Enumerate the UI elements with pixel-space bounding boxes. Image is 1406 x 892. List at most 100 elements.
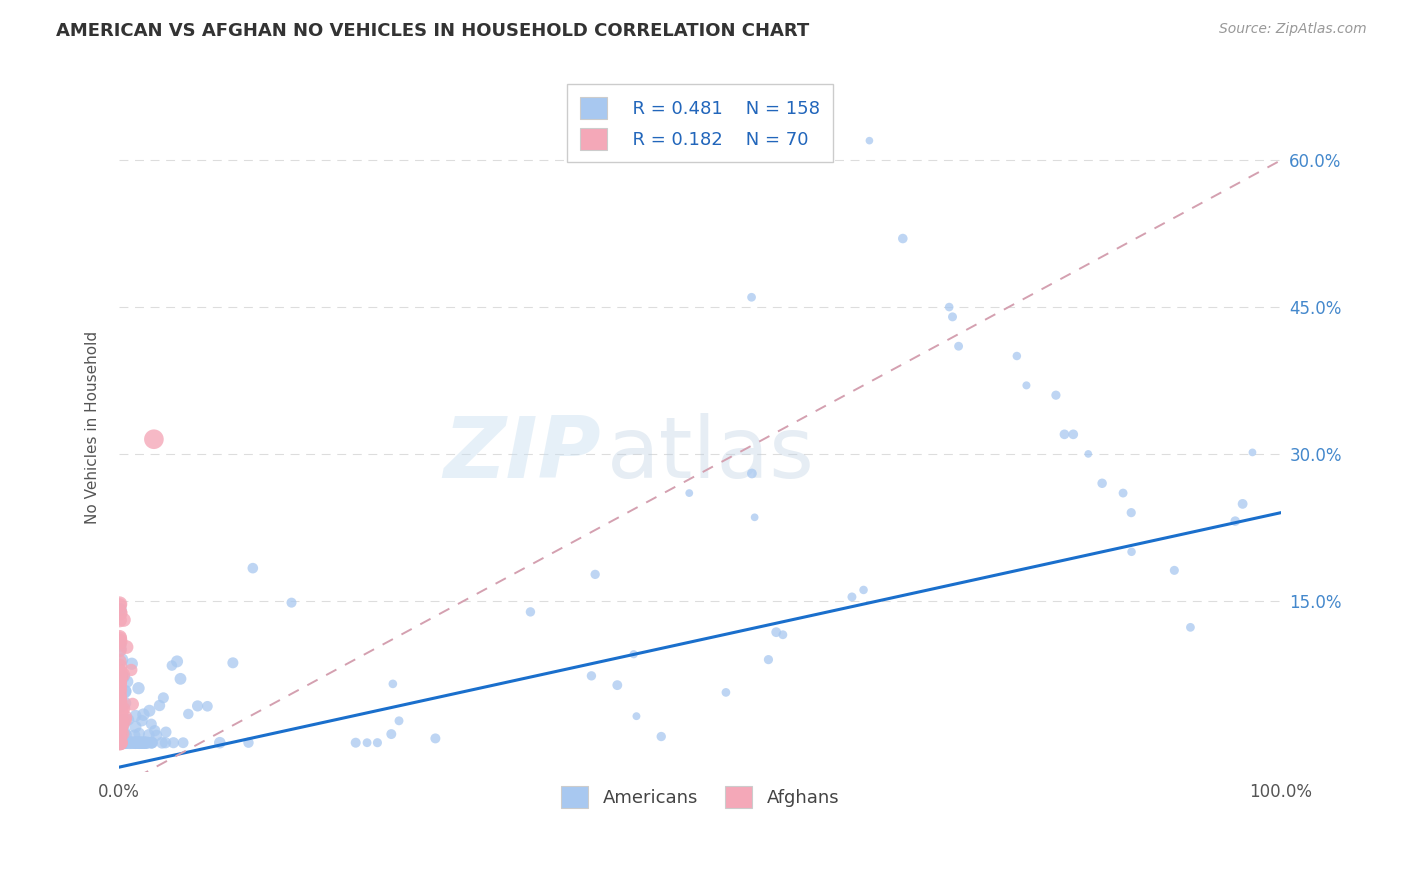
Point [623, 647, 645, 661]
Point [108, 671, 131, 685]
Point [148, 698, 170, 713]
Point [1091, 476, 1114, 491]
Point [108, 735, 131, 749]
Point [172, 736, 194, 750]
Point [111, 736, 134, 750]
Point [108, 736, 131, 750]
Point [110, 736, 132, 750]
Point [197, 699, 219, 714]
Point [128, 726, 150, 740]
Point [108, 697, 131, 711]
Point [128, 736, 150, 750]
Point [124, 736, 146, 750]
Point [108, 638, 131, 652]
Point [115, 640, 138, 654]
Point [142, 432, 165, 446]
Point [852, 582, 875, 597]
Text: atlas: atlas [607, 413, 815, 496]
Point [112, 736, 135, 750]
Point [108, 730, 131, 744]
Point [114, 736, 136, 750]
Point [108, 736, 131, 750]
Point [108, 698, 131, 713]
Point [110, 702, 132, 716]
Point [128, 681, 150, 696]
Point [108, 713, 131, 727]
Point [141, 736, 163, 750]
Point [111, 736, 134, 750]
Point [112, 736, 135, 750]
Legend: Americans, Afghans: Americans, Afghans [554, 779, 846, 814]
Point [108, 699, 131, 714]
Point [134, 736, 156, 750]
Point [135, 736, 157, 750]
Point [108, 691, 131, 706]
Point [519, 605, 541, 619]
Point [114, 725, 136, 739]
Point [108, 606, 131, 620]
Point [124, 728, 146, 742]
Point [177, 706, 200, 721]
Point [948, 339, 970, 353]
Point [1015, 378, 1038, 392]
Point [141, 736, 163, 750]
Point [114, 696, 136, 710]
Point [108, 680, 131, 694]
Point [124, 736, 146, 750]
Point [108, 597, 131, 611]
Point [108, 736, 131, 750]
Point [112, 670, 135, 684]
Point [121, 736, 143, 750]
Point [124, 736, 146, 750]
Point [108, 696, 131, 710]
Point [112, 736, 135, 750]
Point [581, 669, 603, 683]
Point [143, 723, 166, 738]
Point [111, 717, 134, 731]
Point [108, 634, 131, 648]
Point [111, 714, 134, 729]
Point [1005, 349, 1028, 363]
Point [356, 736, 378, 750]
Point [1112, 486, 1135, 500]
Point [114, 685, 136, 699]
Point [583, 567, 606, 582]
Point [772, 628, 794, 642]
Point [1077, 447, 1099, 461]
Point [111, 714, 134, 728]
Point [160, 658, 183, 673]
Point [111, 667, 134, 681]
Point [108, 698, 131, 712]
Point [112, 613, 135, 627]
Point [108, 714, 131, 729]
Point [121, 697, 143, 711]
Point [150, 736, 173, 750]
Point [758, 652, 780, 666]
Text: Source: ZipAtlas.com: Source: ZipAtlas.com [1219, 22, 1367, 37]
Point [108, 630, 131, 644]
Point [108, 736, 131, 750]
Point [114, 684, 136, 698]
Point [132, 736, 155, 750]
Point [118, 736, 141, 750]
Point [114, 736, 136, 750]
Point [111, 736, 134, 750]
Point [129, 736, 152, 750]
Point [112, 716, 135, 731]
Point [108, 735, 131, 749]
Point [125, 736, 148, 750]
Point [1121, 506, 1143, 520]
Point [108, 683, 131, 698]
Point [138, 728, 160, 742]
Point [108, 692, 131, 706]
Point [111, 736, 134, 750]
Point [108, 692, 131, 706]
Point [1241, 445, 1264, 459]
Point [741, 467, 763, 481]
Point [115, 736, 138, 750]
Point [108, 726, 131, 740]
Point [111, 736, 134, 750]
Point [108, 694, 131, 708]
Point [108, 654, 131, 668]
Point [117, 713, 139, 727]
